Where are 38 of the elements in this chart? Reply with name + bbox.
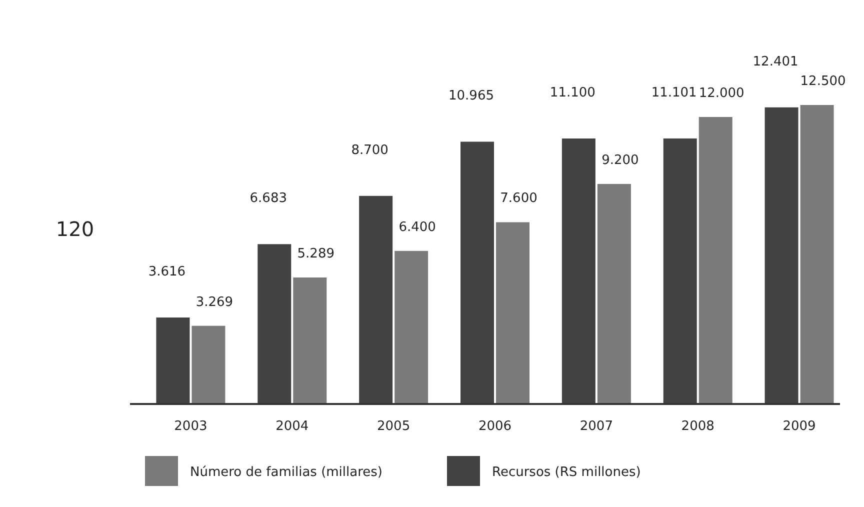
data-label: 10.965 [448, 88, 494, 104]
bar [359, 196, 393, 404]
bar [698, 116, 732, 404]
bar [562, 138, 596, 404]
data-label: 5.289 [297, 246, 334, 262]
bar [460, 142, 494, 404]
x-tick-label: 2007 [580, 419, 613, 434]
data-label: 12.000 [698, 86, 744, 101]
data-label: 12.401 [752, 54, 798, 70]
x-tick-label: 2009 [782, 419, 816, 434]
bar [597, 184, 631, 404]
legend-label: Número de familias (millares) [190, 465, 383, 480]
x-tick-label: 2008 [681, 419, 714, 434]
data-label: 6.400 [398, 220, 436, 235]
bar [293, 277, 327, 404]
bar [663, 138, 697, 404]
legend-label: Recursos (RS millones) [492, 465, 641, 480]
data-label: 7.600 [500, 191, 538, 206]
bar [394, 250, 428, 404]
x-tick-label: 2003 [174, 419, 208, 434]
data-label: 3.616 [148, 264, 186, 280]
bar [764, 107, 798, 404]
x-tick-label: 2005 [377, 419, 410, 434]
data-label: 11.101 [651, 85, 697, 100]
data-label: 6.683 [250, 191, 287, 206]
x-tick-label: 2004 [276, 419, 309, 434]
bar [258, 244, 292, 404]
x-tick-label: 2006 [478, 419, 512, 434]
data-label: 11.100 [550, 85, 596, 100]
data-label: 3.269 [196, 294, 234, 310]
bar [496, 222, 530, 404]
bar [192, 326, 226, 404]
text: 120 [56, 217, 94, 241]
data-label: 9.200 [602, 152, 639, 168]
data-label: 8.700 [351, 142, 388, 158]
bar [156, 318, 190, 404]
data-label: 12.500 [800, 74, 846, 89]
bar [800, 105, 834, 404]
